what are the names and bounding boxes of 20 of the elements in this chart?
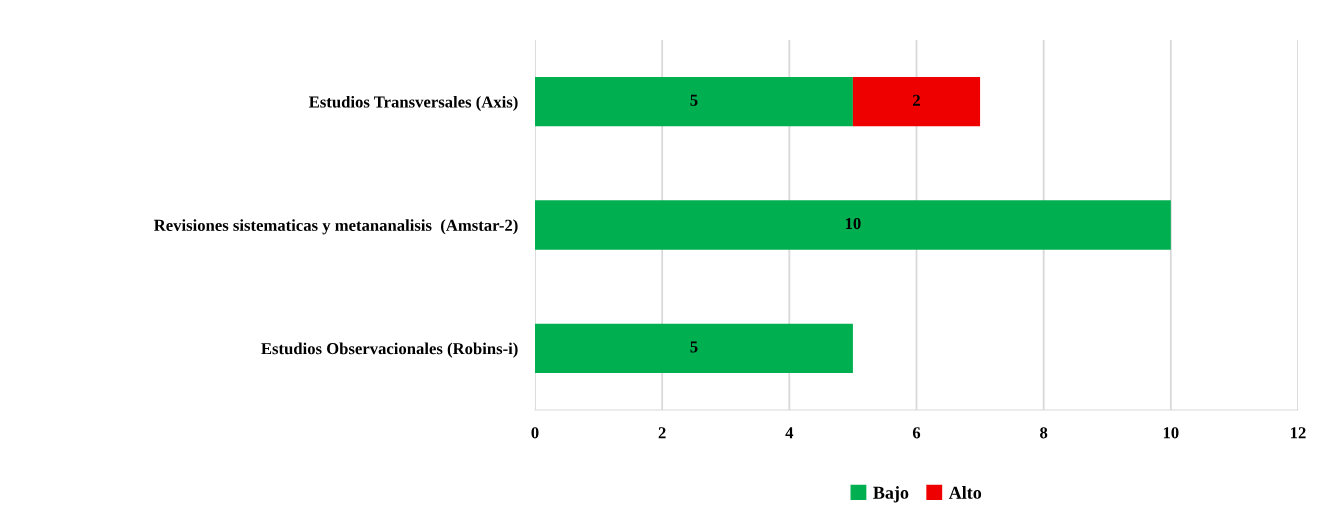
x-tick-label: 8: [1040, 427, 1048, 439]
bar: [535, 77, 853, 127]
x-tick-label: 4: [785, 427, 794, 439]
legend-label: Alto: [948, 486, 982, 499]
y-tick-label: Estudios Observacionales (Robins-i): [261, 342, 518, 358]
x-tick-label: 0: [531, 427, 539, 439]
bar: [535, 323, 853, 373]
legend-label: Bajo: [873, 486, 909, 503]
y-tick-label: Estudios Transversales (Axis): [309, 95, 518, 111]
bar: [535, 200, 1171, 250]
data-label: 10: [845, 217, 861, 230]
x-tick-label: 10: [1163, 427, 1179, 439]
data-label: 2: [913, 94, 920, 106]
x-tick-label: 2: [658, 427, 666, 439]
y-tick-label: Revisiones sistematicas y metananalisis (Amstar-2): [154, 219, 518, 235]
data-label: 5: [690, 341, 698, 353]
bar: [852, 77, 981, 127]
x-tick-label: 6: [912, 427, 921, 439]
data-label: 5: [690, 94, 698, 106]
x-tick-label: 12: [1291, 427, 1306, 439]
